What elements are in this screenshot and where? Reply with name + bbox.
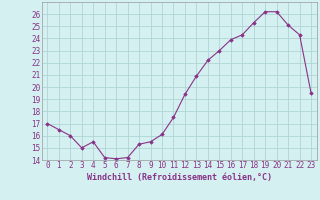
X-axis label: Windchill (Refroidissement éolien,°C): Windchill (Refroidissement éolien,°C) xyxy=(87,173,272,182)
